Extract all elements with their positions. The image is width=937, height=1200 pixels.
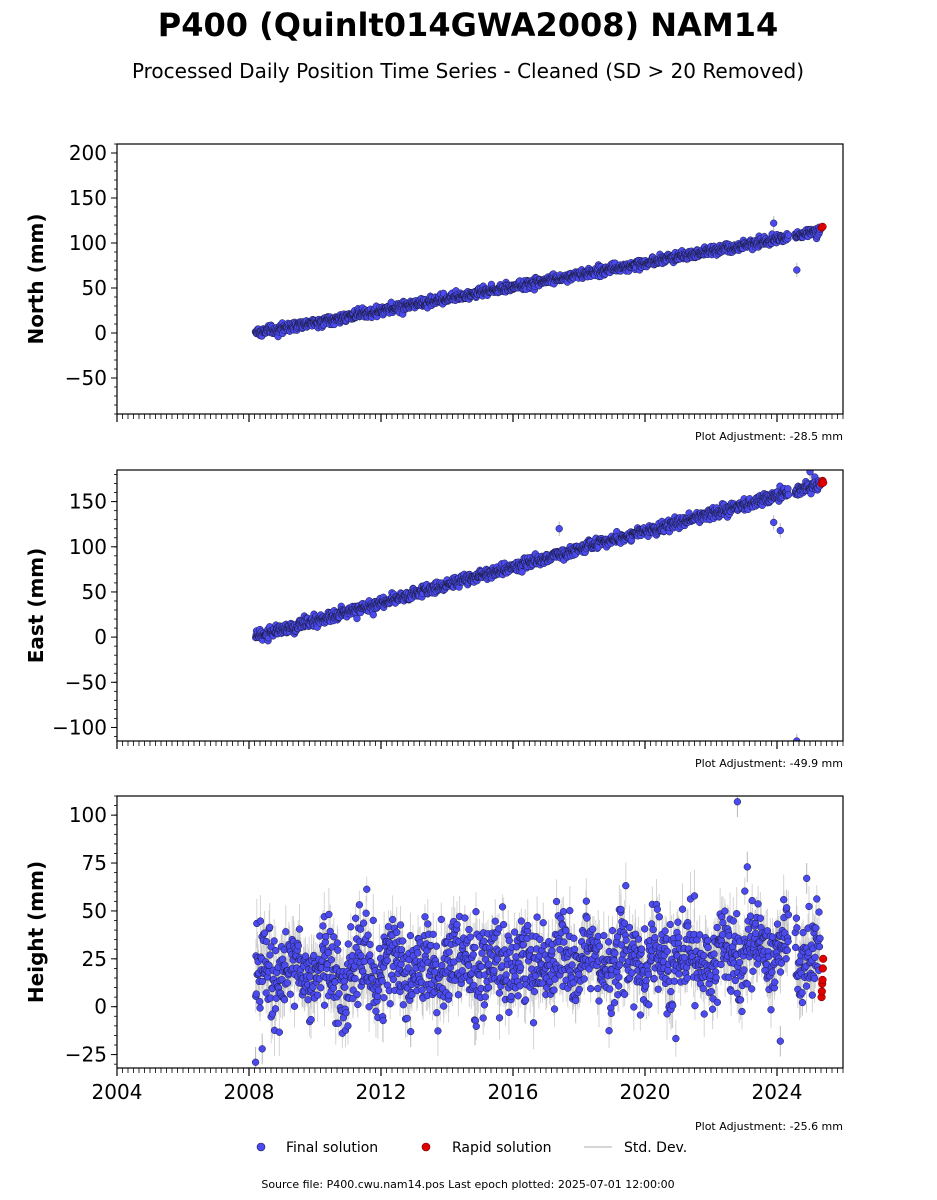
north-y-axis: −50 0 50 100 150 200 (65, 141, 117, 415)
north-y-label: North (mm) (24, 213, 48, 344)
chart-title: P400 (Quinlt014GWA2008) NAM14 (158, 6, 778, 44)
final-solution-point (784, 231, 793, 239)
y-tick-label: 200 (69, 141, 107, 165)
east-final-points (252, 470, 824, 741)
north-final-points (251, 219, 824, 341)
y-tick-label: 50 (82, 276, 107, 300)
final-solution-point (353, 614, 361, 623)
north-plot-area (251, 216, 827, 341)
panels: −50 0 50 100 150 200 North (mm) Plot Adjustment… (24, 141, 844, 1133)
panel-north: −50 0 50 100 150 200 North (mm) Plot Adjustment… (24, 141, 844, 443)
y-tick-label: −50 (65, 366, 107, 390)
final-solution-outlier (793, 266, 801, 274)
final-solution-outlier (770, 219, 778, 227)
y-tick-label: 100 (69, 231, 107, 255)
north-x-axis (116, 414, 844, 422)
y-tick-label: 0 (94, 321, 107, 345)
north-plot-adjustment: Plot Adjustment: -28.5 mm (695, 430, 843, 443)
north-frame (116, 143, 844, 415)
y-tick-label: 150 (69, 186, 107, 210)
east-plot-area (252, 470, 828, 741)
chart-subtitle: Processed Daily Position Time Series - C… (132, 59, 804, 83)
final-solution-point (369, 611, 377, 619)
rapid-solution-point (818, 222, 827, 231)
north-rapid-points (817, 222, 827, 232)
